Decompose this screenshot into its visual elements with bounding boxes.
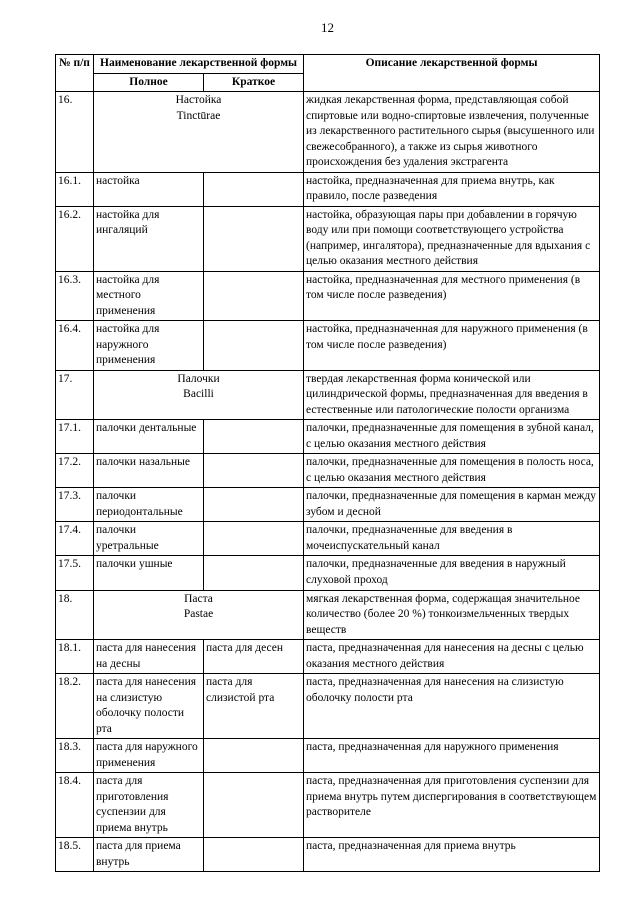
header-num: № п/п [56, 55, 94, 92]
cell-full: настойка для местного применения [94, 271, 204, 321]
cell-desc: настойка, предназначенная для приема вну… [304, 172, 600, 206]
cell-num: 16.3. [56, 271, 94, 321]
cell-full: паста для приема внутрь [94, 838, 204, 872]
table-row: 16.2.настойка для ингаляций настойка, обр… [56, 206, 600, 271]
table-row: 18.1.паста для нанесения на десныпаста д… [56, 640, 600, 674]
cell-short [204, 206, 304, 271]
table-row: 18.4.паста для приготовления суспензии д… [56, 773, 600, 838]
cell-full: паста для нанесения на слизистую оболочк… [94, 674, 204, 739]
cell-num: 17. [56, 370, 94, 420]
cell-name-line2: Pastae [96, 607, 301, 623]
cell-desc: настойка, образующая пары при добавлении… [304, 206, 600, 271]
cell-short [204, 488, 304, 522]
cell-full: паста для приготовления суспензии для пр… [94, 773, 204, 838]
cell-num: 18.5. [56, 838, 94, 872]
cell-full: настойка для ингаляций [94, 206, 204, 271]
cell-num: 16.1. [56, 172, 94, 206]
table-row: 17.1.палочки дентальные палочки, предназн… [56, 420, 600, 454]
cell-desc: палочки, предназначенные для помещения в… [304, 454, 600, 488]
table-row: 17.5.палочки ушные палочки, предназначенн… [56, 556, 600, 590]
cell-num: 18.3. [56, 739, 94, 773]
cell-num: 16.4. [56, 321, 94, 371]
cell-name-merged: ПастаPastae [94, 590, 304, 640]
cell-name-line1: Палочки [96, 372, 301, 388]
cell-short: паста для десен [204, 640, 304, 674]
cell-desc: паста, предназначенная для приема внутрь [304, 838, 600, 872]
cell-num: 17.3. [56, 488, 94, 522]
cell-short [204, 838, 304, 872]
cell-short [204, 454, 304, 488]
page-number: 12 [55, 20, 600, 36]
cell-desc: палочки, предназначенные для введения в … [304, 556, 600, 590]
cell-full: паста для нанесения на десны [94, 640, 204, 674]
cell-num: 17.2. [56, 454, 94, 488]
table-row: 17.2.палочки назальные палочки, предназна… [56, 454, 600, 488]
cell-num: 18.2. [56, 674, 94, 739]
cell-num: 17.4. [56, 522, 94, 556]
table-row: 16.НастойкаTinctūraeжидкая лекарственная… [56, 92, 600, 173]
table-row: 18.3.паста для наружного применения паста… [56, 739, 600, 773]
cell-full: палочки ушные [94, 556, 204, 590]
cell-full: палочки дентальные [94, 420, 204, 454]
cell-short [204, 739, 304, 773]
table-row: 16.3.настойка для местного применения нас… [56, 271, 600, 321]
cell-short [204, 321, 304, 371]
cell-desc: мягкая лекарственная форма, содержащая з… [304, 590, 600, 640]
cell-num: 16.2. [56, 206, 94, 271]
cell-name-line2: Tinctūrae [96, 109, 301, 125]
cell-num: 16. [56, 92, 94, 173]
dosage-forms-table: № п/п Наименование лекарственной формы О… [55, 54, 600, 872]
table-row: 16.1.настойка настойка, предназначенная д… [56, 172, 600, 206]
cell-short [204, 556, 304, 590]
cell-desc: паста, предназначенная для наружного при… [304, 739, 600, 773]
cell-full: настойка для наружного применения [94, 321, 204, 371]
table-row: 17.ПалочкиBacilliтвердая лекарственная ф… [56, 370, 600, 420]
cell-desc: паста, предназначенная для нанесения на … [304, 674, 600, 739]
cell-desc: паста, предназначенная для приготовления… [304, 773, 600, 838]
cell-full: настойка [94, 172, 204, 206]
cell-desc: настойка, предназначенная для наружного … [304, 321, 600, 371]
cell-full: палочки уретральные [94, 522, 204, 556]
cell-full: паста для наружного применения [94, 739, 204, 773]
cell-short [204, 522, 304, 556]
cell-desc: твердая лекарственная форма конической и… [304, 370, 600, 420]
cell-num: 17.1. [56, 420, 94, 454]
cell-desc: палочки, предназначенные для помещения в… [304, 488, 600, 522]
cell-name-merged: ПалочкиBacilli [94, 370, 304, 420]
table-row: 18.ПастаPastaeмягкая лекарственная форма… [56, 590, 600, 640]
cell-full: палочки назальные [94, 454, 204, 488]
header-row-1: № п/п Наименование лекарственной формы О… [56, 55, 600, 74]
cell-name-line1: Паста [96, 592, 301, 608]
cell-num: 17.5. [56, 556, 94, 590]
cell-short [204, 271, 304, 321]
cell-short [204, 420, 304, 454]
cell-desc: паста, предназначенная для нанесения на … [304, 640, 600, 674]
cell-name-line1: Настойка [96, 93, 301, 109]
cell-name-merged: НастойкаTinctūrae [94, 92, 304, 173]
cell-full: палочки периодонтальные [94, 488, 204, 522]
cell-desc: жидкая лекарственная форма, представляющ… [304, 92, 600, 173]
table-row: 17.4.палочки уретральные палочки, предназ… [56, 522, 600, 556]
cell-short [204, 172, 304, 206]
cell-num: 18.4. [56, 773, 94, 838]
cell-num: 18. [56, 590, 94, 640]
cell-short: паста для слизистой рта [204, 674, 304, 739]
header-desc: Описание лекарственной формы [304, 55, 600, 92]
table-row: 18.2.паста для нанесения на слизистую об… [56, 674, 600, 739]
table-row: 17.3.палочки периодонтальные палочки, пре… [56, 488, 600, 522]
header-full: Полное [94, 73, 204, 92]
cell-desc: палочки, предназначенные для введения в … [304, 522, 600, 556]
header-name-group: Наименование лекарственной формы [94, 55, 304, 74]
table-row: 16.4.настойка для наружного применения на… [56, 321, 600, 371]
cell-short [204, 773, 304, 838]
cell-desc: палочки, предназначенные для помещения в… [304, 420, 600, 454]
cell-name-line2: Bacilli [96, 387, 301, 403]
header-short: Краткое [204, 73, 304, 92]
cell-desc: настойка, предназначенная для местного п… [304, 271, 600, 321]
cell-num: 18.1. [56, 640, 94, 674]
table-row: 18.5.паста для приема внутрь паста, предн… [56, 838, 600, 872]
